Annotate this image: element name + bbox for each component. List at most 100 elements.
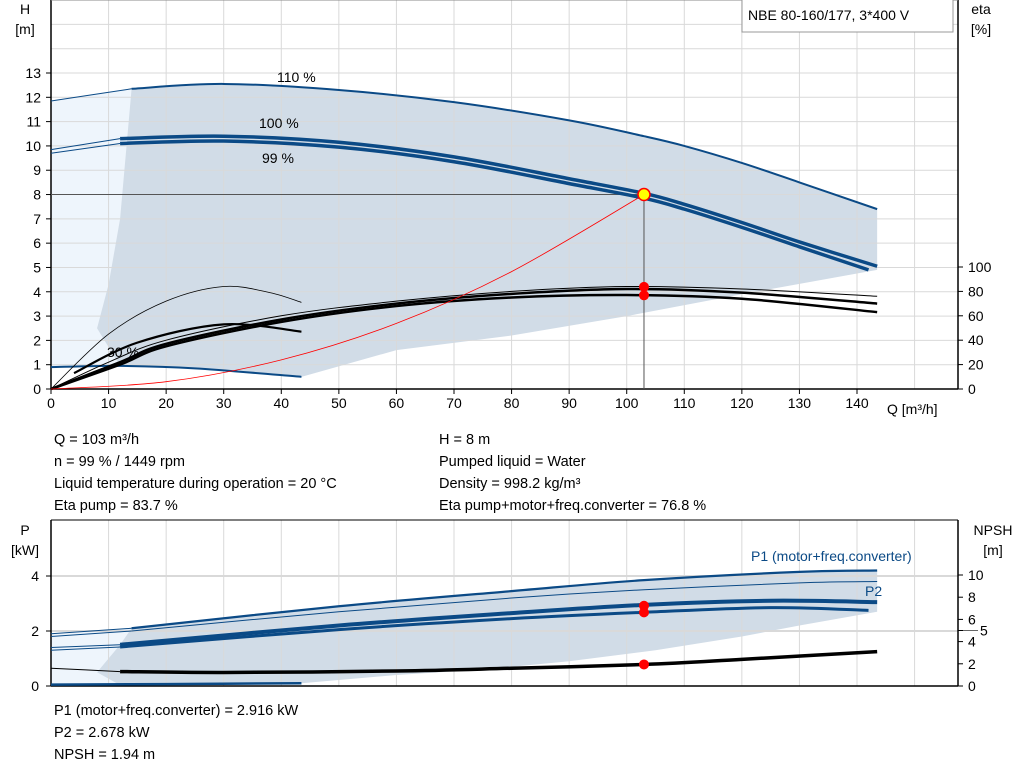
x-tick-label: 10 bbox=[101, 395, 117, 411]
readout-q: Q = 103 m³/h bbox=[54, 432, 140, 448]
eta-axis-label: eta bbox=[971, 1, 991, 17]
npsh-tick-label: 2 bbox=[968, 656, 976, 672]
eta-tick-label: 20 bbox=[968, 357, 984, 373]
eta-axis-unit: [%] bbox=[971, 21, 991, 37]
y-tick-label: 11 bbox=[26, 114, 41, 130]
eta-tick-label: 60 bbox=[968, 308, 984, 324]
power-marker bbox=[638, 607, 649, 618]
npsh-axis-unit: [m] bbox=[983, 542, 1002, 558]
x-tick-label: 110 bbox=[673, 395, 696, 411]
eta-curve bbox=[50, 293, 878, 391]
readout-temperature: Liquid temperature during operation = 20… bbox=[54, 476, 337, 492]
x-tick-label: 60 bbox=[389, 395, 405, 411]
title-box bbox=[741, 0, 954, 33]
p-axis-unit: [kW] bbox=[11, 542, 39, 558]
x-tick-label: 40 bbox=[273, 395, 289, 411]
eta-marker bbox=[638, 290, 649, 301]
head-curve-ext bbox=[50, 142, 121, 154]
power-curve-ext bbox=[50, 646, 121, 651]
npsh-axis-label: NPSH bbox=[974, 522, 1013, 538]
power-curve bbox=[131, 569, 878, 630]
eta-tick-label: 80 bbox=[968, 283, 984, 299]
y-tick-label: 9 bbox=[33, 162, 41, 178]
npsh-tick-label: 6 bbox=[968, 611, 976, 627]
readout-eta-total: Eta pump+motor+freq.converter = 76.8 % bbox=[439, 498, 707, 514]
npsh-tick-label: 8 bbox=[968, 589, 976, 605]
head-curve-30 bbox=[50, 364, 302, 378]
x-tick-label: 100 bbox=[615, 395, 639, 411]
power-curve-ext bbox=[50, 630, 132, 637]
duty-point bbox=[637, 187, 651, 202]
eta-tick-label: 0 bbox=[968, 381, 976, 397]
y-tick-label: 10 bbox=[25, 138, 41, 154]
x-tick-label: 50 bbox=[331, 395, 347, 411]
x-tick-label: 140 bbox=[845, 395, 869, 411]
power-curve-ext bbox=[50, 644, 121, 648]
power-area-light bbox=[51, 628, 132, 686]
x-tick-label: 70 bbox=[446, 395, 462, 411]
npsh-curve bbox=[120, 649, 878, 675]
y-axis-label: H bbox=[20, 1, 30, 17]
y-tick-label: 13 bbox=[25, 65, 41, 81]
working-area bbox=[97, 83, 878, 377]
pump-title: NBE 80-160/177, 3*400 V bbox=[748, 7, 910, 23]
head-curve-100 bbox=[120, 134, 878, 268]
y-tick-label: 1 bbox=[33, 357, 41, 373]
curve-label-110: 110 % bbox=[277, 69, 316, 85]
eta-curve bbox=[50, 287, 878, 391]
power-curve bbox=[119, 606, 869, 649]
npsh-curve-ext bbox=[50, 667, 121, 673]
readout-h: H = 8 m bbox=[439, 432, 491, 448]
legend-p1: P1 (motor+freq.converter) bbox=[751, 548, 912, 564]
eta-curve bbox=[73, 322, 302, 375]
npsh-tick-label: 4 bbox=[968, 634, 976, 650]
y-tick-label: 7 bbox=[33, 211, 41, 227]
readout-density: Density = 998.2 kg/m³ bbox=[439, 476, 581, 492]
x-tick-label: 0 bbox=[47, 395, 55, 411]
legend-p2: P2 bbox=[865, 583, 882, 599]
npsh-marker bbox=[638, 659, 649, 670]
power-marker bbox=[638, 600, 649, 611]
p-tick-label: 4 bbox=[31, 568, 39, 584]
readout-bottom: P1 (motor+freq.converter) = 2.916 kW P2 … bbox=[54, 700, 298, 766]
eta-curve bbox=[50, 285, 878, 390]
eta-marker bbox=[638, 281, 649, 292]
readout-liquid: Pumped liquid = Water bbox=[439, 454, 586, 470]
y-tick-label: 12 bbox=[25, 89, 41, 105]
readout-npsh: NPSH = 1.94 m bbox=[54, 747, 156, 763]
y-tick-label: 0 bbox=[33, 381, 41, 397]
npsh-tick-label: 5 bbox=[980, 623, 988, 639]
power-curve-ext bbox=[50, 627, 132, 635]
power-curve bbox=[119, 598, 878, 647]
power-area bbox=[97, 570, 878, 686]
power-curve bbox=[131, 581, 878, 632]
y-tick-label: 5 bbox=[33, 259, 41, 275]
p-axis-label: P bbox=[20, 522, 29, 538]
head-curve-ext bbox=[50, 138, 121, 151]
curve-label-99: 99 % bbox=[262, 150, 294, 166]
head-curve-99 bbox=[120, 139, 870, 272]
readout-speed: n = 99 % / 1449 rpm bbox=[54, 454, 185, 470]
eta-curve bbox=[50, 285, 302, 390]
curve-label-100: 100 % bbox=[259, 115, 299, 131]
x-tick-label: 20 bbox=[158, 395, 174, 411]
readout-top-left: Q = 103 m³/h n = 99 % / 1449 rpm Liquid … bbox=[54, 429, 337, 517]
head-curve-110 bbox=[131, 82, 878, 211]
x-tick-label: 30 bbox=[216, 395, 232, 411]
y-tick-label: 8 bbox=[33, 187, 41, 203]
readout-eta-pump: Eta pump = 83.7 % bbox=[54, 498, 178, 514]
y-tick-label: 2 bbox=[33, 332, 41, 348]
eta-tick-label: 100 bbox=[968, 259, 992, 275]
x-tick-label: 90 bbox=[561, 395, 577, 411]
system-curve bbox=[50, 194, 645, 390]
p-tick-label: 0 bbox=[31, 678, 39, 694]
curve-label-30: 30 % bbox=[107, 344, 139, 360]
y-tick-label: 6 bbox=[33, 235, 41, 251]
y-axis-unit: [m] bbox=[15, 21, 34, 37]
p-tick-label: 2 bbox=[31, 623, 39, 639]
y-tick-label: 4 bbox=[33, 284, 41, 300]
x-tick-label: 120 bbox=[730, 395, 754, 411]
x-axis-label: Q [m³/h] bbox=[887, 401, 938, 417]
head-efficiency-chart: 0 10 20 30 40 50 60 70 80 90 100 110 120 130 140012345… bbox=[15, 0, 992, 417]
head-curve-ext bbox=[50, 88, 132, 102]
